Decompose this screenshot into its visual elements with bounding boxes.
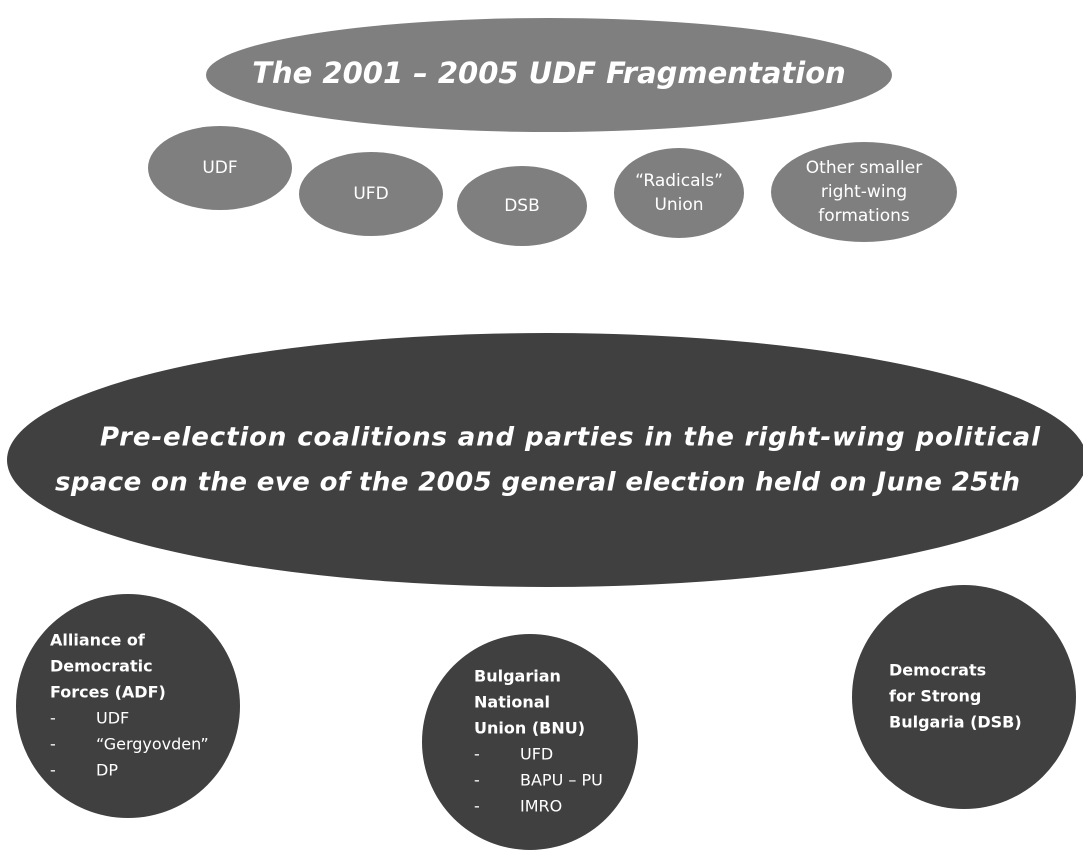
coalition-circle [852,585,1076,809]
party-ellipse [614,148,744,238]
party-label: right-wing [821,182,907,202]
coalition-name: for Strong [889,687,981,706]
coalition-name: Democrats [889,661,986,680]
coalition-circle [16,594,240,818]
party-ellipse [457,166,587,246]
coalition-name: Bulgarian [474,667,561,686]
bullet: - [50,761,56,780]
bullet: - [50,709,56,728]
coalition-name: Bulgaria (DSB) [889,713,1022,732]
coalition-member: UDF [96,709,129,728]
bullet: - [50,735,56,754]
coalition-member: IMRO [520,797,562,816]
title-ellipse [206,18,892,132]
bullet: - [474,797,480,816]
coalitions-heading: Pre-election coalitions and parties in t… [100,423,1041,453]
party-label: formations [818,206,910,226]
coalition-member: UFD [520,745,553,764]
coalition-member: DP [96,761,118,780]
coalition-name: Forces (ADF) [50,683,166,702]
coalition-name: Democratic [50,657,153,676]
party-label: “Radicals” [635,171,723,191]
party-ellipse [771,142,957,242]
coalitions-ellipse [7,333,1083,587]
party-label: UFD [353,184,388,204]
coalition-name: Alliance of [50,631,146,650]
party-label: Other smaller [806,158,922,178]
party-label: DSB [504,196,540,216]
party-ellipse [299,152,443,236]
coalition-member: BAPU – PU [520,771,603,790]
bullet: - [474,771,480,790]
coalition-member: “Gergyovden” [96,735,209,754]
title: The 2001 – 2005 UDF Fragmentation [252,56,846,90]
party-label: Union [654,195,703,215]
coalition-name: National [474,693,550,712]
party-ellipse [148,126,292,210]
bullet: - [474,745,480,764]
party-label: UDF [202,158,237,178]
coalition-circle [422,634,638,850]
coalition-name: Union (BNU) [474,719,585,738]
coalitions-heading: space on the eve of the 2005 general ele… [55,468,1020,498]
